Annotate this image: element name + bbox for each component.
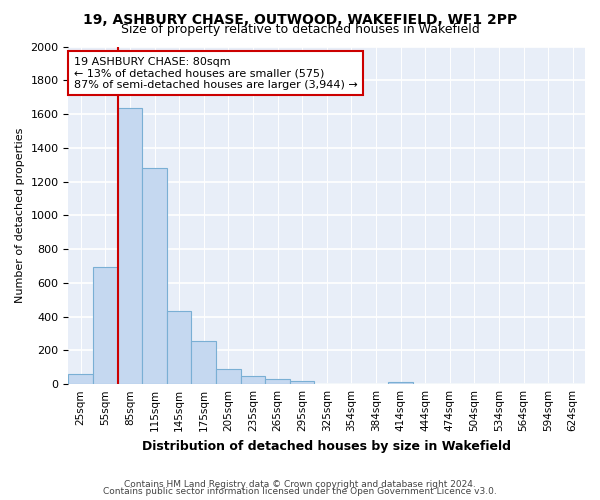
Bar (290, 381, 314, 384)
Bar (118, 108, 142, 384)
Text: Contains HM Land Registry data © Crown copyright and database right 2024.: Contains HM Land Registry data © Crown c… (124, 480, 476, 489)
Bar (191, 341, 216, 384)
Text: 19 ASHBURY CHASE: 80sqm
← 13% of detached houses are smaller (575)
87% of semi-d: 19 ASHBURY CHASE: 80sqm ← 13% of detache… (74, 56, 358, 90)
Y-axis label: Number of detached properties: Number of detached properties (15, 128, 25, 303)
Text: Contains public sector information licensed under the Open Government Licence v3: Contains public sector information licen… (103, 487, 497, 496)
Bar (93, 267, 118, 384)
Bar (265, 380, 290, 384)
Text: Size of property relative to detached houses in Wakefield: Size of property relative to detached ho… (121, 22, 479, 36)
Bar (216, 370, 241, 384)
Bar (68, 374, 93, 384)
Text: 19, ASHBURY CHASE, OUTWOOD, WAKEFIELD, WF1 2PP: 19, ASHBURY CHASE, OUTWOOD, WAKEFIELD, W… (83, 12, 517, 26)
Bar (388, 382, 413, 384)
Bar (241, 376, 265, 384)
X-axis label: Distribution of detached houses by size in Wakefield: Distribution of detached houses by size … (142, 440, 511, 452)
Bar (142, 168, 167, 384)
Bar (167, 310, 191, 384)
